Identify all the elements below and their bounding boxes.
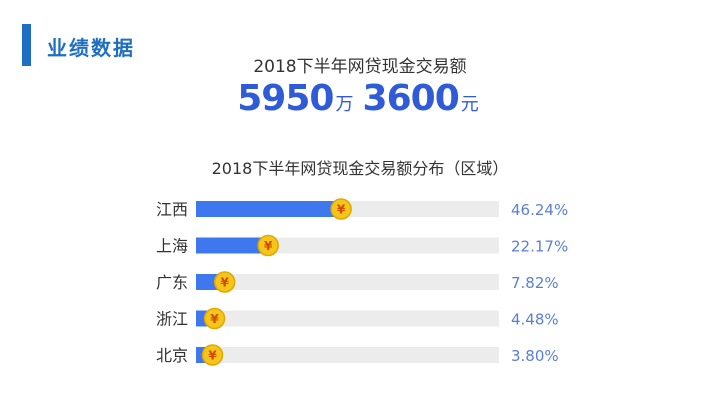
- yuan-coin-icon: [257, 234, 279, 257]
- value-label: 3.80%: [511, 347, 559, 365]
- value-label: 22.17%: [511, 238, 568, 256]
- category-label: 浙江: [156, 310, 188, 329]
- yuan-symbol: ¥: [208, 349, 217, 363]
- value-label: 4.48%: [511, 311, 559, 329]
- bar: [196, 347, 208, 363]
- value-label: 46.24%: [511, 201, 568, 219]
- yuan-coin-icon: [203, 307, 226, 330]
- category-label: 广东: [156, 273, 188, 292]
- yuan-symbol: ¥: [221, 276, 230, 290]
- bar: [196, 201, 337, 217]
- bar: [196, 237, 264, 254]
- yuan-coin-icon: [330, 198, 352, 220]
- section-accent-bar: [22, 24, 31, 66]
- category-label: 上海: [156, 237, 188, 256]
- bar-track: [196, 310, 499, 327]
- amount-part-1: 5950: [237, 78, 334, 119]
- yuan-symbol: ¥: [264, 239, 273, 253]
- yuan-coin-icon: [201, 344, 224, 366]
- bar-track: [196, 347, 499, 363]
- amount-part-2: 3600: [362, 78, 460, 119]
- category-label: 北京: [156, 346, 188, 365]
- bar: [196, 274, 220, 290]
- category-label: 江西: [156, 200, 188, 219]
- yuan-symbol: ¥: [337, 203, 346, 217]
- yuan-symbol: ¥: [210, 312, 219, 326]
- amount-unit-1: 万: [335, 94, 354, 115]
- bar-track: [196, 274, 499, 290]
- section-title: 业绩数据: [47, 36, 135, 60]
- value-label: 7.82%: [511, 274, 559, 292]
- chart-title: 2018下半年网贷现金交易额分布（区域）: [211, 159, 509, 178]
- headline: 2018下半年网贷现金交易额: [253, 57, 467, 77]
- yuan-coin-icon: [213, 271, 236, 293]
- amount-unit-2: 元: [460, 94, 479, 115]
- transaction-amount: 5950 万 3600 元: [0, 78, 720, 119]
